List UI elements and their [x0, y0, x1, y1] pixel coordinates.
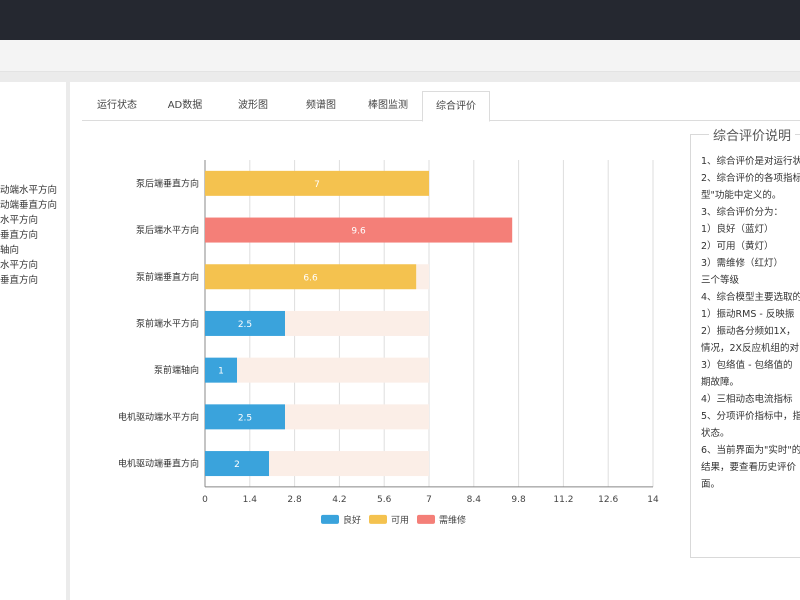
legend-swatch [321, 514, 339, 524]
data-label: 2.5 [238, 320, 252, 330]
bar [205, 217, 513, 243]
bar [205, 404, 285, 430]
explanation-line: 2、综合评价的各项指标 [701, 173, 800, 184]
category-label: 泵前端轴向 [154, 364, 199, 376]
legend-label: 良好 [343, 514, 361, 526]
explanation-line: 型"功能中定义的。 [701, 190, 782, 201]
bar [205, 357, 237, 383]
category-label: 泵前端水平方向 [136, 317, 199, 329]
data-label: 2.5 [238, 413, 252, 423]
explanation-line: 3、综合评价分为： [701, 207, 784, 218]
explanation-line: 3）需维修（红灯） [701, 258, 784, 269]
legend-swatch [417, 514, 435, 524]
category-label: 泵前端垂直方向 [136, 271, 199, 283]
data-label: 7 [314, 180, 320, 190]
explanation-line: 5、分项评价指标中，指 [701, 411, 800, 422]
explanation-line: 结果，要查看历史评价 [701, 462, 797, 473]
tree-item[interactable]: 动端垂直方向 [0, 200, 58, 211]
x-tick-label: 14 [647, 495, 659, 505]
explanation-title: 综合评价说明 [709, 125, 796, 144]
tab-ad-data[interactable]: AD数据 [167, 100, 203, 111]
explanation-body: 1、综合评价是对运行状 2、综合评价的各项指标 型"功能中定义的。 3、综合评价… [701, 153, 800, 493]
explanation-line: 6、当前界面为"实时"的 [701, 445, 800, 456]
category-label: 泵后端垂直方向 [136, 177, 199, 189]
explanation-line: 2）可用（黄灯） [701, 241, 774, 252]
legend-label: 需维修 [439, 514, 466, 526]
category-label: 泵后端水平方向 [136, 224, 199, 236]
top-navbar [0, 0, 800, 40]
explanation-line: 三个等级 [701, 275, 740, 286]
x-tick-label: 1.4 [243, 495, 258, 505]
tab-bar-monitor[interactable]: 棒图监测 [368, 100, 408, 111]
explanation-line: 3）包络值 - 包络值的 [701, 360, 793, 371]
explanation-line: 情况，2X反应机组的对 [701, 343, 800, 354]
main-panel: 运行状态 AD数据 波形图 频谱图 棒图监测 综合评价 0 1.4 2.8 4.2 5.… [70, 82, 800, 600]
x-tick-label: 11.2 [553, 495, 573, 505]
tab-bar: 运行状态 AD数据 波形图 频谱图 棒图监测 综合评价 [82, 91, 800, 122]
x-tick-label: 5.6 [377, 495, 392, 505]
explanation-line: 4）三相动态电流指标 [701, 394, 793, 405]
legend-swatch [369, 514, 387, 524]
x-tick-label: 4.2 [332, 495, 346, 505]
x-tick-label: 8.4 [467, 495, 482, 505]
explanation-box: 综合评价说明 1、综合评价是对运行状 2、综合评价的各项指标 型"功能中定义的。… [690, 125, 800, 558]
tree-item[interactable]: 轴向 [0, 245, 20, 256]
explanation-line: 2）振动各分频如1X， [701, 326, 796, 337]
explanation-line: 1、综合评价是对运行状 [701, 156, 800, 167]
tab-waveform[interactable]: 波形图 [238, 100, 268, 111]
tree-item[interactable]: 水平方向 [0, 215, 39, 226]
x-tick-label: 12.6 [598, 495, 618, 505]
tree-item[interactable]: 垂直方向 [0, 230, 39, 241]
data-label: 1 [218, 367, 224, 377]
x-tick-label: 2.8 [287, 495, 302, 505]
evaluation-bar-chart: 0 1.4 2.8 4.2 5.6 7 8.4 9.8 11.2 12.6 14 泵后端垂直方向 7 泵后… [118, 160, 659, 526]
explanation-line: 状态。 [701, 428, 730, 439]
data-label: 2 [234, 460, 240, 470]
tab-run-status[interactable]: 运行状态 [97, 100, 137, 111]
data-label: 9.6 [351, 227, 366, 237]
x-tick-label: 9.8 [511, 495, 526, 505]
sub-toolbar [0, 40, 800, 72]
explanation-line: 4、综合模型主要选取的 [701, 292, 800, 303]
bar-track [416, 264, 429, 290]
bar-track [269, 451, 429, 477]
category-label: 电机驱动端水平方向 [118, 411, 199, 423]
bar-track [285, 310, 429, 336]
bar [205, 170, 429, 196]
bar-track [285, 404, 429, 430]
bar-track [237, 357, 429, 383]
bar [205, 264, 417, 290]
tree-item[interactable]: 水平方向 [0, 260, 39, 271]
explanation-line: 1）振动RMS - 反映振 [701, 309, 795, 320]
tab-spectrum[interactable]: 频谱图 [306, 100, 336, 111]
explanation-line: 1）良好（蓝灯） [701, 224, 774, 235]
category-label: 电机驱动端垂直方向 [118, 458, 199, 470]
bar [205, 451, 269, 477]
explanation-line: 期故障。 [701, 377, 740, 388]
tree-item[interactable]: 垂直方向 [0, 275, 39, 286]
tree-item[interactable]: 动端水平方向 [0, 185, 58, 196]
explanation-line: 面。 [701, 479, 721, 490]
x-tick-label: 0 [202, 495, 208, 505]
bar [205, 310, 285, 336]
tab-overall-evaluation[interactable]: 综合评价 [422, 91, 490, 122]
x-tick-label: 7 [426, 495, 432, 505]
left-tree-panel: 动端水平方向 动端垂直方向 水平方向 垂直方向 轴向 水平方向 垂直方向 [0, 82, 66, 600]
legend-label: 可用 [391, 515, 409, 526]
data-label: 6.6 [303, 273, 318, 283]
